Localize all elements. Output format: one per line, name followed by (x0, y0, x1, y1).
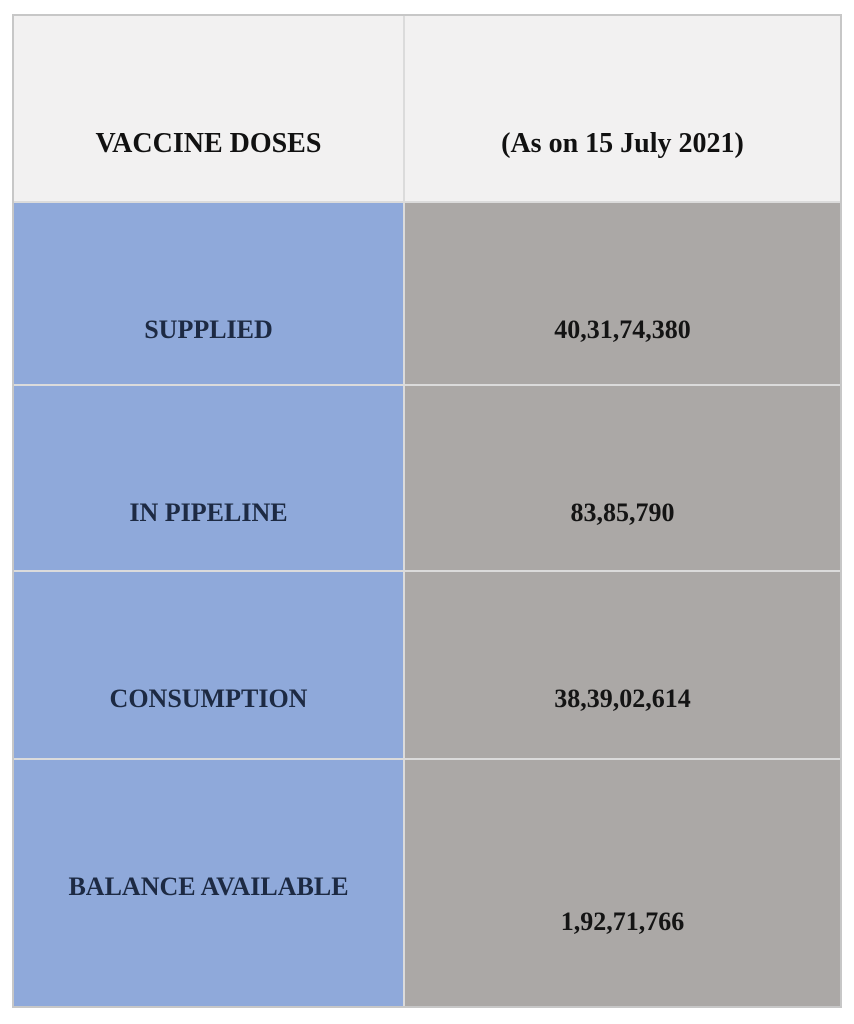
header-cell-as-on-date: (As on 15 July 2021) (405, 16, 840, 201)
row-supplied-value: 40,31,74,380 (405, 203, 840, 384)
row-consumption-value: 38,39,02,614 (405, 572, 840, 758)
row-balance-available-value: 1,92,71,766 (405, 760, 840, 1006)
vaccine-doses-table: VACCINE DOSES (As on 15 July 2021) SUPPL… (12, 14, 842, 1008)
row-balance-available-label: BALANCE AVAILABLE (14, 760, 403, 1006)
row-consumption-label: CONSUMPTION (14, 572, 403, 758)
header-cell-vaccine-doses: VACCINE DOSES (14, 16, 403, 201)
row-in-pipeline-label: IN PIPELINE (14, 386, 403, 570)
row-supplied-label: SUPPLIED (14, 203, 403, 384)
row-in-pipeline-value: 83,85,790 (405, 386, 840, 570)
